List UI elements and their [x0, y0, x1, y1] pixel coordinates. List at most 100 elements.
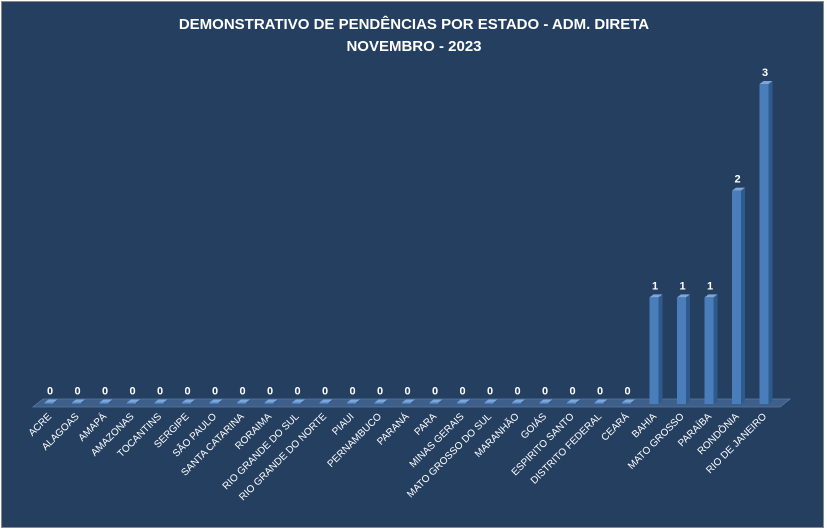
bar-front — [127, 402, 136, 404]
bar-side — [768, 81, 773, 404]
bar-front — [209, 402, 219, 404]
bar-top — [594, 399, 608, 403]
bar-top — [319, 399, 333, 403]
bar-top — [402, 399, 415, 403]
data-label: 0 — [624, 386, 630, 398]
bar-front — [732, 190, 741, 404]
data-label: 0 — [184, 386, 190, 398]
bar — [622, 399, 635, 404]
bar — [732, 187, 745, 404]
bar — [649, 294, 663, 404]
chart-title: DEMONSTRATIVO DE PENDÊNCIAS POR ESTADO -… — [179, 15, 649, 33]
bar-side — [521, 399, 525, 404]
bar-top — [429, 399, 443, 403]
bar-side — [191, 399, 195, 404]
bar — [99, 399, 113, 404]
bar-front — [402, 402, 411, 404]
bar-top — [44, 399, 58, 403]
data-label: 0 — [102, 386, 108, 398]
data-label: 0 — [74, 386, 80, 398]
bar-top — [182, 399, 195, 403]
data-label: 1 — [679, 280, 685, 292]
bar — [237, 399, 250, 404]
bar-front — [759, 84, 769, 404]
data-label: 0 — [294, 386, 300, 398]
bar — [759, 81, 773, 404]
bar — [209, 399, 223, 404]
bar-front — [99, 402, 109, 404]
bar-side — [136, 399, 140, 404]
bar-side — [81, 399, 85, 404]
bar — [44, 399, 58, 404]
data-label: 0 — [542, 386, 548, 398]
bar-front — [539, 402, 549, 404]
bar-front — [154, 402, 164, 404]
bar — [292, 399, 305, 404]
bar-side — [603, 399, 608, 404]
bar-top — [512, 399, 525, 403]
data-label: 2 — [734, 174, 740, 186]
data-label: 3 — [762, 67, 768, 79]
bar-top — [237, 399, 250, 403]
bar-side — [383, 399, 388, 404]
bar — [402, 399, 415, 404]
bar-top — [649, 294, 663, 298]
bar-front — [457, 402, 466, 404]
bar-side — [466, 399, 470, 404]
bar-front — [44, 402, 54, 404]
bar-side — [713, 294, 718, 404]
x-axis-labels: ACREALAGOASAMAPÁAMAZONASTOCANTINSSERGIPE… — [27, 410, 770, 503]
bar-front — [567, 402, 576, 404]
bar-front — [319, 402, 329, 404]
bar-front — [72, 402, 81, 404]
bar — [264, 399, 278, 404]
bar-front — [512, 402, 521, 404]
data-label: 1 — [652, 280, 658, 292]
bar — [457, 399, 470, 404]
bar — [594, 399, 608, 404]
bar — [677, 294, 690, 404]
data-label: 0 — [129, 386, 135, 398]
x-tick-label: CEARÁ — [598, 410, 632, 444]
bar-top — [732, 187, 745, 191]
bar-side — [411, 399, 415, 404]
bar — [512, 399, 525, 404]
bar-side — [658, 294, 663, 404]
data-label: 0 — [569, 386, 575, 398]
data-label: 0 — [459, 386, 465, 398]
bar-side — [631, 399, 635, 404]
bar-side — [576, 399, 580, 404]
bar-top — [622, 399, 635, 403]
bar-side — [301, 399, 305, 404]
bar-top — [99, 399, 113, 403]
bar — [539, 399, 553, 404]
bar — [374, 399, 388, 404]
bar-front — [484, 402, 494, 404]
bar-front — [182, 402, 191, 404]
data-label: 0 — [322, 386, 328, 398]
bar-front — [374, 402, 384, 404]
bar-side — [246, 399, 250, 404]
data-label: 0 — [514, 386, 520, 398]
bar-front — [704, 297, 714, 404]
bar-front — [649, 297, 659, 404]
bar-top — [677, 294, 690, 298]
bar-top — [457, 399, 470, 403]
bar-top — [567, 399, 580, 403]
bar-top — [154, 399, 168, 403]
bar-front — [429, 402, 439, 404]
bar — [429, 399, 443, 404]
bar-side — [163, 399, 168, 404]
bar-side — [108, 399, 113, 404]
bar — [567, 399, 580, 404]
data-label: 0 — [47, 386, 53, 398]
bar — [704, 294, 718, 404]
bar-side — [438, 399, 443, 404]
bar-top — [539, 399, 553, 403]
bar-side — [741, 187, 745, 404]
bar-side — [493, 399, 498, 404]
bar-top — [292, 399, 305, 403]
bar-side — [53, 399, 58, 404]
bar-front — [347, 402, 356, 404]
